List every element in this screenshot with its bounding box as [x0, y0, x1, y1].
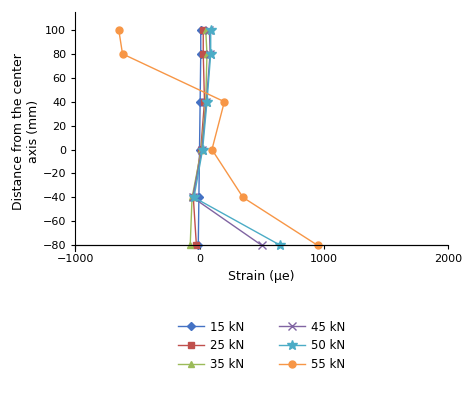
45 kN	[207, 28, 212, 32]
35 kN	[203, 28, 209, 32]
Line: 55 kN: 55 kN	[115, 26, 321, 249]
Line: 15 kN: 15 kN	[195, 27, 203, 248]
45 kN	[190, 195, 196, 200]
15 kN	[197, 147, 202, 152]
15 kN	[195, 243, 201, 248]
15 kN	[198, 51, 204, 56]
50 kN	[204, 99, 210, 104]
25 kN	[201, 99, 207, 104]
45 kN	[207, 51, 213, 56]
55 kN	[240, 195, 246, 200]
15 kN	[197, 99, 203, 104]
55 kN	[119, 51, 125, 56]
55 kN	[315, 243, 320, 248]
Line: 35 kN: 35 kN	[187, 26, 210, 249]
Y-axis label: Distance from the center
axis (mm): Distance from the center axis (mm)	[12, 53, 40, 210]
50 kN	[191, 195, 197, 200]
Legend: 15 kN, 25 kN, 35 kN, 45 kN, 50 kN, 55 kN: 15 kN, 25 kN, 35 kN, 45 kN, 50 kN, 55 kN	[174, 317, 349, 375]
35 kN	[203, 99, 209, 104]
Line: 50 kN: 50 kN	[189, 25, 285, 250]
35 kN	[199, 147, 204, 152]
45 kN	[199, 147, 205, 152]
15 kN	[196, 195, 202, 200]
35 kN	[187, 243, 193, 248]
Line: 45 kN: 45 kN	[189, 26, 266, 249]
Line: 25 kN: 25 kN	[191, 27, 207, 248]
25 kN	[193, 243, 199, 248]
45 kN	[259, 243, 264, 248]
55 kN	[209, 147, 215, 152]
35 kN	[204, 51, 210, 56]
25 kN	[201, 28, 206, 32]
50 kN	[208, 51, 214, 56]
25 kN	[191, 195, 196, 200]
50 kN	[208, 28, 214, 32]
50 kN	[277, 243, 283, 248]
25 kN	[201, 51, 206, 56]
50 kN	[200, 147, 205, 152]
15 kN	[198, 28, 204, 32]
55 kN	[221, 99, 227, 104]
35 kN	[189, 195, 195, 200]
55 kN	[116, 28, 122, 32]
X-axis label: Strain (μe): Strain (μe)	[228, 270, 295, 283]
25 kN	[198, 147, 204, 152]
45 kN	[203, 99, 209, 104]
